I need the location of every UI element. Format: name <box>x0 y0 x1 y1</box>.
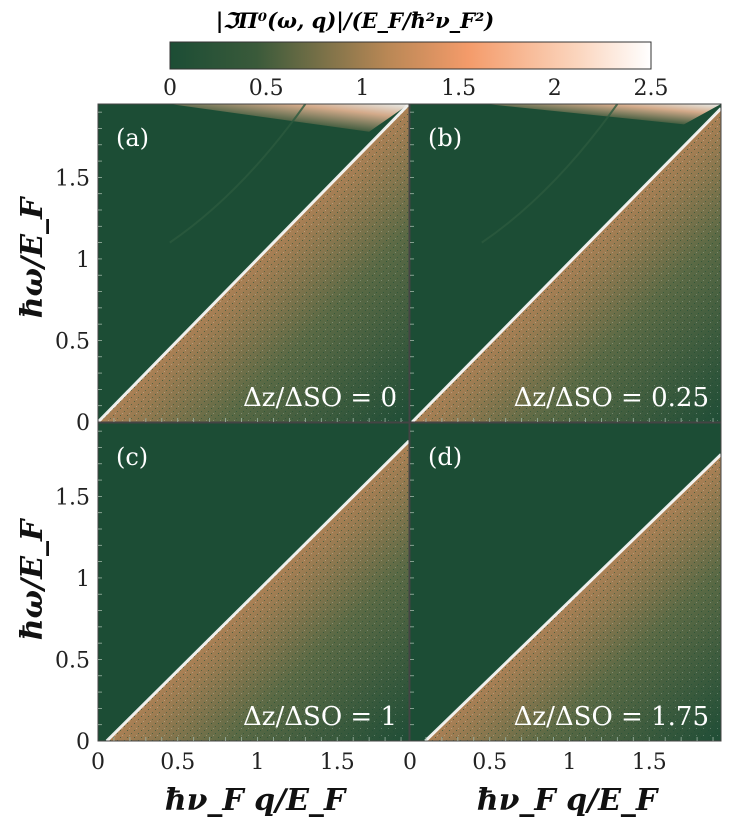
panel-b: (b) Δz/ΔSO = 0.25 <box>409 103 722 423</box>
colorbar-title: |ℑΠ⁰(ω, q)|/(E_F/ħ²ν_F²) <box>216 8 494 33</box>
x-tick-label: 0.5 <box>160 750 195 775</box>
interband-continuum <box>169 104 409 132</box>
y-tick-label: 0.5 <box>55 329 90 354</box>
panel-frame <box>409 422 722 742</box>
panel-c: (c) Δz/ΔSO = 1 0 0.5 1 1.5 0 0.5 1 1.5 <box>55 422 410 775</box>
y-axis-label-bottom: ħω/E_F <box>15 517 50 640</box>
panel-frame <box>97 103 410 423</box>
interband-boundary <box>481 104 619 244</box>
x-axis-label-left: ħν_F q/E_F <box>165 783 348 818</box>
y-tick-label: 1.5 <box>55 166 90 191</box>
panel-annotation: Δz/ΔSO = 0 <box>243 383 397 413</box>
panel-frame <box>97 422 410 742</box>
y-axis-label-top: ħω/E_F <box>15 195 50 318</box>
colorbar-ticks: 0 0.5 1 1.5 2 2.5 <box>163 76 669 101</box>
interband-boundary <box>169 104 307 244</box>
x-tick-label: 0 <box>91 750 105 775</box>
x-axis-label-right: ħν_F q/E_F <box>477 783 660 818</box>
colorbar-tick-label: 2.5 <box>634 76 669 101</box>
y-tick-label: 1 <box>76 248 90 273</box>
continuum-edge <box>98 104 409 422</box>
panel-frame <box>409 103 722 423</box>
x-tick-label: 0.5 <box>472 750 507 775</box>
continuum-edge <box>424 453 721 741</box>
continuum-edge <box>105 439 409 741</box>
colorbar-tick-label: 0 <box>163 76 177 101</box>
panel-label: (d) <box>428 443 462 471</box>
colorbar <box>169 41 652 70</box>
panel-annotation: Δz/ΔSO = 1 <box>243 702 397 732</box>
x-tick-label: 1.5 <box>632 750 667 775</box>
colorbar-tick-label: 1 <box>355 76 369 101</box>
panel-annotation: Δz/ΔSO = 1.75 <box>514 702 709 732</box>
y-tick-label: 1.5 <box>55 485 90 510</box>
x-tick-label: 0 <box>403 750 417 775</box>
panel-label: (b) <box>428 124 462 152</box>
panel-label: (c) <box>116 443 148 471</box>
panels: (a) Δz/ΔSO = 0 0 0.5 1 1.5 (b) Δz/ΔSO = 0.25 (c)… <box>55 103 722 775</box>
panel-a: (a) Δz/ΔSO = 0 0 0.5 1 1.5 <box>55 103 410 436</box>
colorbar-tick-label: 2 <box>548 76 562 101</box>
x-tick-label: 1 <box>250 750 264 775</box>
panel-label: (a) <box>116 124 149 152</box>
colorbar-tick-label: 0.5 <box>249 76 284 101</box>
y-tick-label: 0 <box>76 730 90 755</box>
continuum-edge <box>411 107 721 422</box>
x-tick-label: 1.5 <box>320 750 355 775</box>
y-tick-label: 0.5 <box>55 648 90 673</box>
colorbar-tick-label: 1.5 <box>441 76 476 101</box>
y-tick-label: 0 <box>76 411 90 436</box>
panel-annotation: Δz/ΔSO = 0.25 <box>514 383 709 413</box>
interband-continuum <box>486 104 721 125</box>
y-tick-label: 1 <box>76 567 90 592</box>
panel-d: (d) Δz/ΔSO = 1.75 0 0.5 1 1.5 <box>403 422 722 775</box>
x-tick-label: 1 <box>562 750 576 775</box>
